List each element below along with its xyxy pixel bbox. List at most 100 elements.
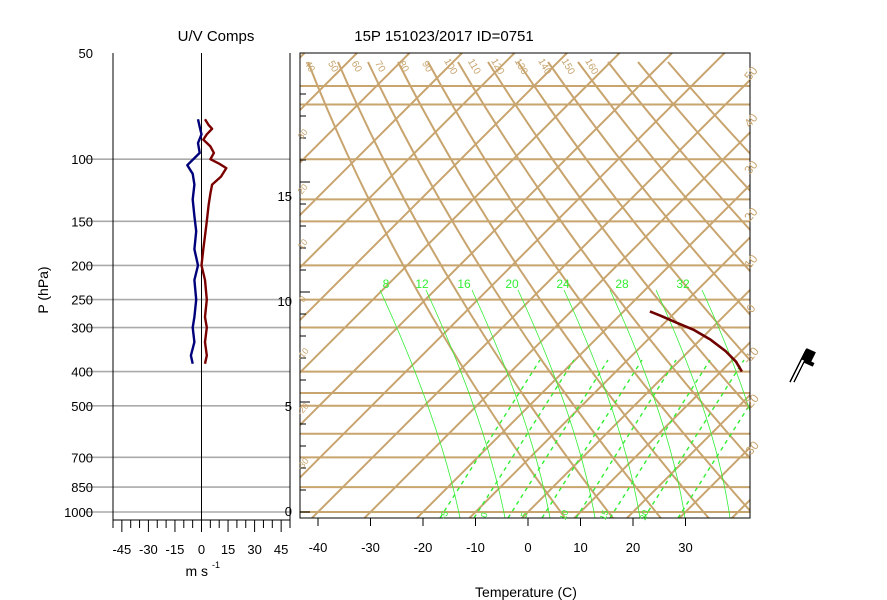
temperature-tick-label: 30: [678, 540, 692, 555]
mixing-ratio-line: [701, 289, 750, 413]
mixing-ratio-line: [425, 289, 506, 518]
isotherm-line: [300, 53, 411, 164]
pressure-tick-label: 200: [71, 258, 93, 273]
wind-barb-flag: [805, 350, 815, 356]
pressure-tick-label: 150: [71, 214, 93, 229]
mixing-ratio-label: 28: [615, 277, 629, 291]
moist-adiabat-line: [609, 359, 711, 518]
isotherm-line: [0, 53, 200, 518]
isotherm-line: [837, 53, 887, 518]
wind-barb-flag: [803, 361, 814, 367]
wind-tick-label: -30: [139, 542, 158, 557]
wind-barbs: [789, 348, 816, 383]
dry-adiabat-line: [577, 61, 750, 273]
mixing-ratio-label: 24: [556, 277, 570, 291]
mixing-ratio-label: 8: [383, 277, 390, 291]
dry-adiabat-line: [667, 61, 750, 156]
pressure-tick-label: 500: [71, 399, 93, 414]
pressure-tick-label: 250: [71, 293, 93, 308]
wind-barb-flag: [801, 358, 811, 364]
wind-barb-flag: [805, 349, 816, 355]
wind-tick-label: 30: [247, 542, 261, 557]
skew-t-plot-area: [0, 53, 887, 518]
isotherm-line: [0, 53, 147, 518]
moist-adiabat-line: [439, 359, 541, 518]
moist-adiabat-line: [541, 359, 643, 518]
left-panel-title: U/V Comps: [178, 28, 255, 45]
adiabat-top-label: 50: [325, 59, 340, 75]
dry-adiabat-line: [457, 61, 750, 460]
temperature-tick-label: 20: [626, 540, 640, 555]
mixing-ratio-line: [563, 289, 641, 518]
isotherm-line: [300, 53, 673, 427]
dry-adiabat-line: [637, 61, 750, 193]
isotherm-line: [363, 131, 750, 518]
skew-t-frame: [299, 52, 751, 519]
dry-adiabat-line: [517, 61, 750, 362]
height-tick-label: 5: [285, 399, 292, 414]
mixing-ratio-line: [655, 289, 731, 518]
moist-adiabat-line: [507, 359, 609, 518]
wind-tick-label: -45: [112, 542, 131, 557]
wind-axis-label-exponent: -1: [212, 560, 220, 570]
wind-barb-flag: [804, 352, 814, 357]
dry-adiabat-line: [547, 61, 750, 317]
pressure-tick-label: 400: [71, 365, 93, 380]
mixing-ratio-line: [609, 289, 686, 518]
wind-barb-staff: [789, 348, 808, 383]
pressure-axis-label: P (hPa): [35, 266, 51, 313]
isotherm-line: [300, 53, 568, 322]
wind-component-v-line: [186, 118, 203, 364]
wind-barb-flag: [803, 353, 814, 359]
moist-adiabat-label: 0: [479, 511, 490, 519]
temperature-tick-label: -10: [466, 540, 485, 555]
isotherm-line: [521, 288, 750, 518]
isotherm-line: [416, 183, 750, 518]
pressure-tick-label: 700: [71, 450, 93, 465]
temperature-tick-label: -20: [414, 540, 433, 555]
moist-adiabat-line: [473, 359, 575, 518]
isotherm-line: [300, 53, 516, 269]
wind-tick-label: -15: [166, 542, 185, 557]
temperature-tick-label: 10: [573, 540, 587, 555]
isotherm-line: [626, 393, 750, 518]
isotherm-right-label: 10: [741, 252, 761, 271]
adiabat-top-label: 60: [349, 59, 364, 75]
temperature-tick-label: -40: [309, 540, 328, 555]
mixing-ratio-line: [517, 289, 596, 518]
isotherm-left-label: -20: [295, 401, 311, 417]
isotherm-line: [300, 53, 621, 374]
dry-adiabat-line: [337, 61, 615, 518]
isotherm-line: [678, 446, 750, 518]
mixing-ratio-line: [471, 289, 551, 518]
isotherm-right-label: 40: [741, 111, 761, 130]
moist-adiabat-line: [643, 359, 745, 518]
isotherm-right-label: -20: [740, 391, 762, 414]
isotherm-line: [468, 236, 750, 518]
wind-tick-label: 0: [198, 542, 205, 557]
isotherm-left-label: -10: [295, 346, 311, 362]
wind-barb-flag: [804, 352, 814, 358]
moist-adiabat-label: 20: [638, 509, 651, 522]
wind-barb-flag: [805, 350, 815, 356]
isotherm-right-label: 50: [741, 64, 761, 83]
isotherm-left-label: 10: [296, 237, 310, 251]
moist-adiabat-line: [575, 359, 677, 518]
isotherm-right-label: -10: [740, 344, 762, 367]
pressure-tick-label: 850: [71, 480, 93, 495]
wind-barb-flag: [806, 348, 816, 354]
adiabat-top-label: 40: [302, 59, 317, 75]
moist-adiabat-label: 15: [598, 509, 611, 522]
wind-axis-label: m s: [185, 563, 208, 579]
adiabat-top-label: 70: [372, 59, 387, 75]
isotherm-line: [785, 53, 887, 518]
wind-barb-flag: [801, 357, 811, 363]
wind-barb-flag: [801, 357, 812, 363]
pressure-tick-label: 1000: [64, 505, 93, 520]
temperature-axis-label: Temperature (C): [475, 584, 577, 600]
adiabat-top-label: 120: [488, 57, 506, 77]
wind-barb-flag: [802, 356, 812, 362]
isotherm-line: [300, 53, 358, 112]
